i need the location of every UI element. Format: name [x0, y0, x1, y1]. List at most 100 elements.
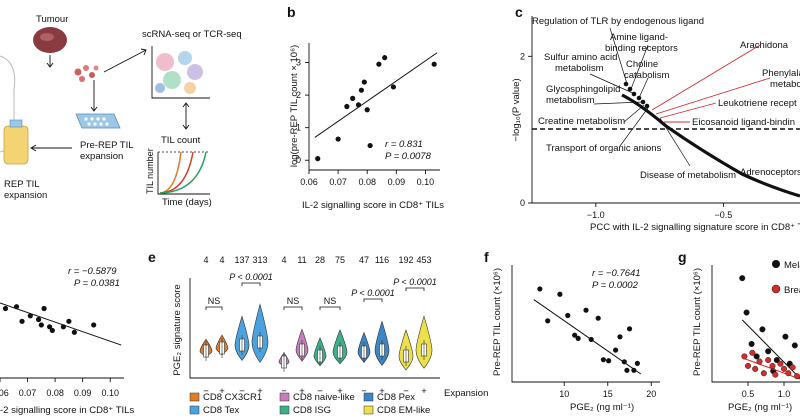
panel-g-point [756, 358, 763, 365]
panel-e-sign: + [257, 386, 263, 397]
panel-b-point [350, 95, 356, 101]
panel-e-legend: CD8 CX3CR1 CD8 naive-like CD8 Pex CD8 Tex CD… [189, 392, 430, 416]
panel-f-point [572, 332, 578, 338]
infusion-bag-icon [3, 119, 29, 165]
panel-d-point [35, 316, 42, 323]
panel-b-point [364, 107, 370, 113]
rep-label-2: expansion [4, 190, 47, 201]
panel-e-legend-swatch [189, 405, 200, 415]
panel-d-xtick-label: 0.10 [101, 388, 119, 398]
panel-d-point [27, 313, 33, 319]
panel-f-point [624, 367, 630, 373]
panel-e-label: e [148, 249, 156, 265]
panel-e-sign: + [379, 386, 385, 397]
panel-f-axes [511, 265, 660, 383]
panel-g-point [769, 362, 776, 369]
panel-e-count: 116 [375, 255, 389, 265]
panel-g-point [782, 333, 789, 340]
panel-g-point [765, 348, 772, 355]
panel-d-xlabel: -2 signalling score in CD8⁺ TILs [0, 405, 134, 416]
tumour-fragments-icon [74, 65, 99, 82]
panel-g-point [753, 353, 760, 360]
panel-e-sign: − [403, 386, 409, 397]
rep-label-1: REP TIL [4, 179, 40, 190]
panel-f-ylabel: Pre-REP TIL count (×10⁶) [492, 268, 503, 376]
panel-d-points [2, 304, 97, 335]
panel-b-xtick-label: 0.10 [417, 177, 435, 187]
panel-e-violins [199, 303, 433, 372]
annotation-organic-anions: Transport of organic anions [546, 143, 662, 154]
panel-c-volcano-points [621, 81, 800, 198]
panel-g-axes [711, 265, 800, 383]
annotation-sulfur-1: Sulfur amino acid [544, 52, 617, 63]
panel-d-stat-r: r = −0.5879 [68, 266, 117, 277]
annotation-leukotriene: Leukotriene recept [718, 98, 797, 109]
panel-e-sig-bracket [205, 306, 223, 310]
panel-d: 0.06 0.07 0.08 0.09 0.10 r = −0.5879 P = 0.0… [0, 266, 134, 416]
panel-b-stat-p: P = 0.0078 [385, 151, 432, 162]
panel-e-sign: + [299, 386, 305, 397]
panel-d-point [19, 318, 25, 324]
panel-e-sig-label: P < 0.0001 [393, 277, 436, 287]
panel-e-legend-label: CD8 CX3CR1 [203, 392, 262, 403]
panel-e-sig-bracket [405, 287, 425, 291]
panel-b-point [358, 87, 364, 93]
panel-f-point [626, 326, 633, 332]
panel-b-point [361, 79, 367, 85]
panel-f-stat-r: r = −0.7641 [592, 268, 641, 279]
legend-breas-label: Breas [784, 285, 800, 296]
panel-b-xticks: 0.06 0.07 0.08 0.09 0.10 [300, 170, 434, 187]
panel-b-point [335, 136, 341, 142]
panel-e-legend-label: CD8 Pex [377, 392, 415, 403]
prerep-label-1: Pre-REP TIL [80, 140, 134, 151]
panel-g-xtick-label: 1.0 [778, 389, 791, 399]
panel-b-point [376, 61, 382, 67]
panel-g-point [785, 370, 792, 377]
panel-e-count: 313 [252, 255, 267, 265]
panel-e-count: 192 [398, 255, 413, 265]
panel-f-xtick-label: 15 [603, 389, 613, 399]
panel-e-signs: − + − + − + − + − + − + [203, 386, 427, 397]
panel-d-xtick-label: 0.09 [74, 388, 92, 398]
annotation-tlr: Regulation of TLR by endogenous ligand [532, 16, 704, 27]
panel-e-sign: − [239, 386, 245, 397]
annotation-phenylala-1: Phenylala [762, 68, 800, 79]
til-count-label: TIL count [161, 135, 201, 146]
panel-g-label: g [678, 249, 687, 265]
panel-d-xtick-label: 0.07 [19, 388, 37, 398]
panel-b-point [315, 156, 321, 162]
panel-f-point [621, 359, 627, 365]
panel-e-sign: − [203, 386, 209, 397]
panel-e-sign: − [317, 386, 323, 397]
panel-g-point [773, 357, 780, 364]
panel-e-legend-swatch [363, 405, 374, 415]
panel-e-count: 453 [416, 255, 431, 265]
panel-e-sign: − [281, 386, 287, 397]
annotation-amine-1: Amine ligand- [610, 32, 668, 43]
annotation-choline-2: catabolism [624, 70, 669, 81]
panel-f-point [595, 315, 601, 321]
umap-icon [151, 46, 210, 99]
annotation-amine-2: binding receptors [605, 43, 678, 54]
sequencing-label: scRNA-seq or TCR-seq [142, 29, 242, 40]
panel-g-point [760, 370, 767, 377]
panel-g-point [741, 353, 748, 360]
panel-d-point [47, 324, 53, 330]
panel-d-point [60, 324, 66, 330]
panel-g-point [772, 371, 779, 378]
well-plate-icon [75, 113, 121, 129]
panel-g-point [759, 326, 766, 333]
panel-f-point [588, 336, 594, 343]
panel-f-point [617, 334, 623, 340]
panel-d-point [91, 322, 97, 328]
panel-d-point [66, 318, 72, 324]
panel-c-xtick-label: −0.5 [715, 210, 733, 220]
panel-d-xtick-label: 0.08 [46, 388, 64, 398]
panel-g-ylabel: Pre-REP TIL count (×10⁶) [692, 268, 703, 376]
panel-b-ytick-label: 3 [296, 58, 301, 68]
panel-e-legend-swatch [189, 392, 200, 402]
panel-d-xtick-label: 0.06 [0, 388, 9, 398]
annotation-eicosanoid: Eicosanoid ligand-bindin [692, 117, 795, 128]
panel-f-xtick-label: 20 [646, 389, 656, 399]
panel-g-point [748, 340, 755, 347]
